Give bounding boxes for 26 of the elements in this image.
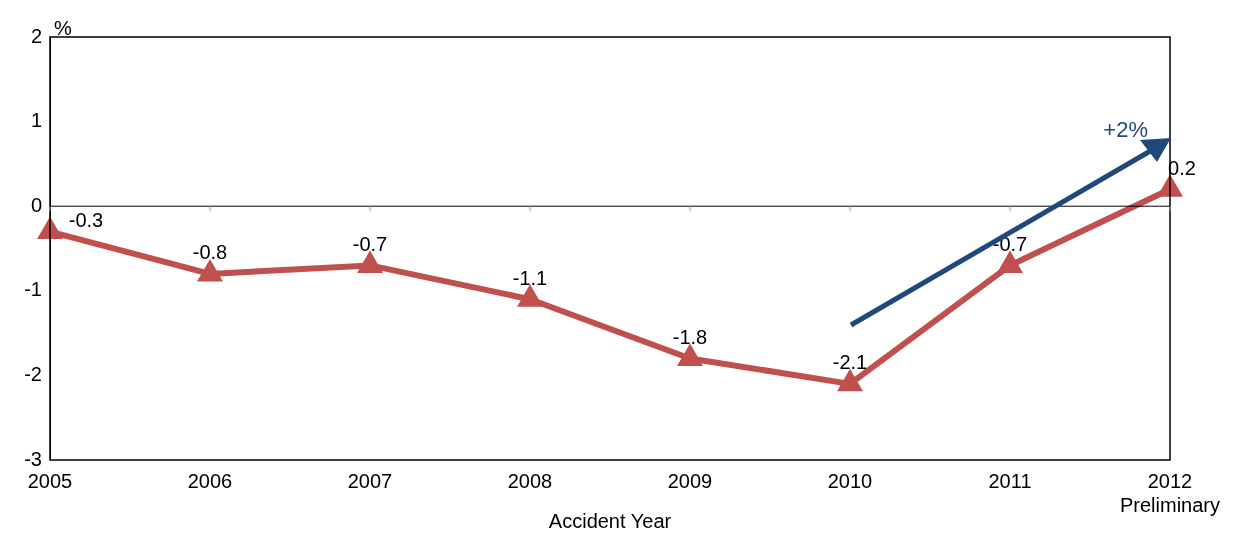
point [837, 369, 863, 392]
y-tick-label: -1 [24, 278, 42, 301]
x-tick-label: 2005 [27, 469, 73, 492]
data-label: -1.8 [672, 326, 708, 348]
y-tick-label: 2 [30, 24, 42, 47]
point [197, 259, 223, 282]
annotation: +2% [1103, 117, 1148, 143]
x-tick-label: 2010 [827, 469, 873, 492]
data-label: -2.1 [832, 351, 868, 374]
y-tick-label: 0 [30, 193, 42, 216]
x-tick-label: 2009 [667, 469, 713, 492]
y-tick-label: 1 [30, 109, 42, 132]
x-tick-label: 2008 [507, 469, 553, 492]
x-tick-label: 2011 [988, 469, 1032, 492]
x-tick-label: 2012 Preliminary [1119, 469, 1221, 516]
data-label: -0.3 [68, 209, 104, 232]
y-tick-label: -2 [24, 362, 42, 385]
data-label: -0.8 [192, 241, 228, 264]
x-tick-label: 2007 [347, 469, 393, 492]
y-axis-title: % [54, 16, 72, 39]
x-tick-label: 2006 [187, 469, 233, 492]
y-tick-label: -3 [24, 447, 42, 470]
x-axis-title: Accident Year [548, 509, 672, 532]
point [37, 217, 63, 240]
data-label: -1.1 [512, 266, 548, 289]
data-label: -0.7 [352, 232, 388, 255]
